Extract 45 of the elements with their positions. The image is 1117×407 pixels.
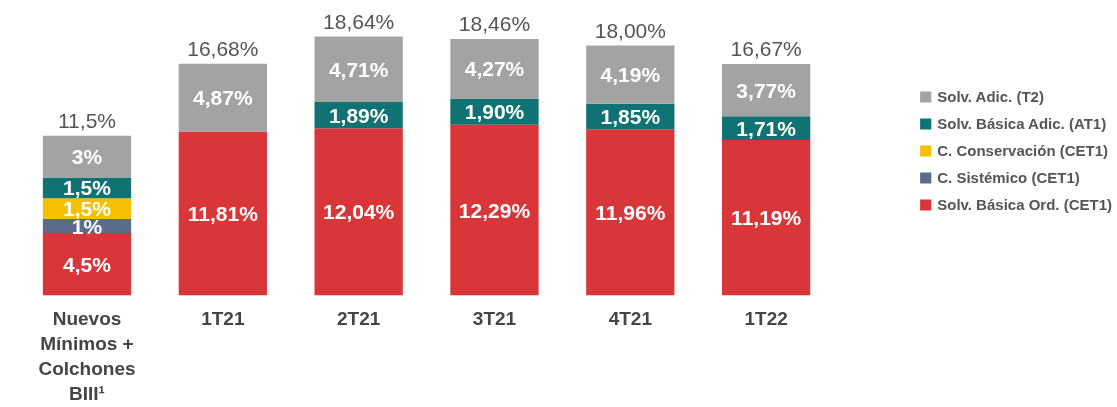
data-label: 4,71% [328, 57, 389, 81]
x-tick-label: 4T21 [608, 307, 653, 329]
data-label: 11,19% [731, 206, 802, 230]
data-label: 12,04% [323, 200, 395, 224]
data-label: 1,90% [464, 100, 525, 124]
total-label: 11,5% [58, 108, 116, 132]
total-label: 16,68% [187, 36, 259, 60]
bar [178, 63, 267, 132]
data-label: 1,71% [736, 116, 797, 140]
data-label: 4,19% [600, 63, 661, 87]
bar [450, 124, 539, 296]
data-label: 11,96% [595, 200, 666, 224]
legend-label: Solv. Básica Ord. (CET1) [937, 195, 1112, 213]
data-label: 3,77% [736, 78, 797, 102]
bar [586, 45, 675, 104]
x-tick-label: 1T21 [201, 307, 245, 329]
x-tick-label: Nuevos Mínimos + Colchones BIII¹ [38, 307, 136, 405]
data-label: 4,27% [464, 57, 525, 81]
bar [42, 232, 132, 296]
bar [586, 129, 675, 296]
data-label: 12,29% [458, 198, 531, 222]
data-label: 11,81% [187, 201, 259, 225]
bar [721, 140, 811, 296]
total-label: 18,00% [594, 18, 666, 42]
data-label: 1,5% [63, 176, 112, 200]
data-label: 4,5% [63, 252, 112, 276]
bar [314, 36, 403, 102]
total-label: 18,46% [458, 12, 531, 36]
legend-label: Solv. Básica Adic. (AT1) [937, 114, 1107, 132]
total-label: 16,67% [730, 37, 802, 61]
data-label: 4,87% [193, 86, 253, 110]
data-label: 3% [71, 145, 103, 169]
legend-label: C. Conservación (CET1) [937, 141, 1109, 159]
legend-label: Solv. Adic. (T2) [937, 87, 1044, 105]
x-tick-label: 3T21 [472, 307, 517, 329]
total-label: 18,64% [323, 9, 395, 33]
bar [178, 131, 267, 296]
data-label: 1,85% [600, 105, 661, 129]
x-tick-label: 2T21 [337, 307, 381, 329]
bar [42, 135, 132, 178]
legend-label: C. Sistémico (CET1) [937, 168, 1080, 186]
x-tick-label: 1T22 [744, 307, 788, 329]
data-label: 1,89% [328, 103, 389, 127]
bar [450, 39, 539, 99]
bar [314, 128, 403, 296]
